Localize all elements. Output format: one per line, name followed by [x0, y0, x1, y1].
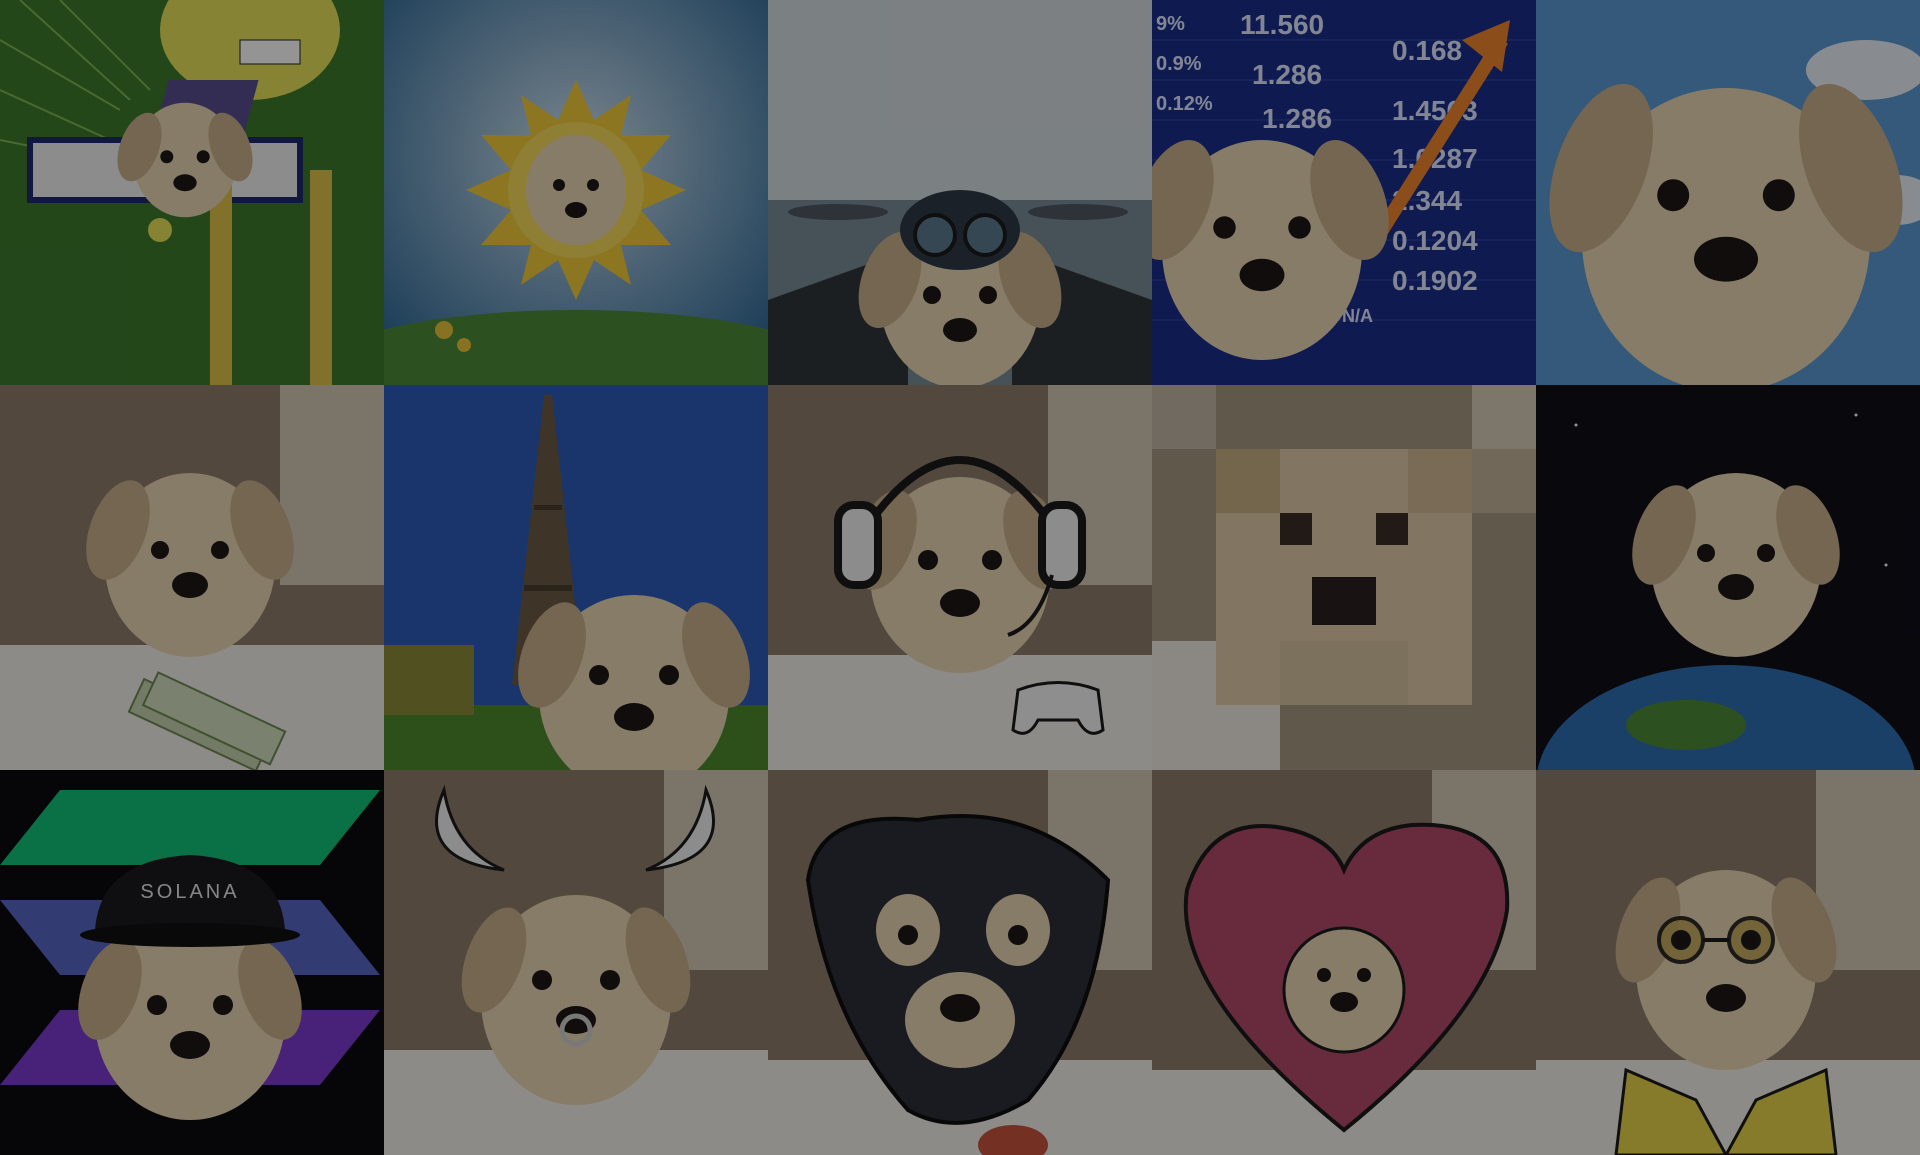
ticker-value: 0.9%	[1156, 53, 1202, 75]
money-icon	[127, 671, 287, 770]
puppy-face	[834, 456, 1105, 735]
shirt-icon	[1614, 1067, 1838, 1155]
cap-logo-text: SOLANA	[140, 881, 239, 903]
puppy-face	[117, 102, 253, 218]
tile-heart	[1152, 770, 1536, 1155]
glasses-icon	[1657, 916, 1775, 964]
tile-solana-cap: SOLANA	[0, 770, 384, 1155]
ticker-value: 0.12%	[1156, 93, 1213, 115]
puppy-face	[78, 920, 302, 1120]
helmet-icon	[900, 190, 1020, 270]
nose-ring-icon	[559, 1013, 593, 1047]
tile-money	[0, 385, 384, 770]
puppy-face	[435, 784, 715, 1105]
puppy-face	[858, 190, 1062, 385]
ticker-value: 11.560	[1240, 9, 1324, 40]
puppy-face	[86, 473, 294, 770]
tile-eiffel-tower	[384, 385, 768, 770]
gamepad-icon	[1011, 681, 1105, 735]
tile-glasses	[1536, 770, 1920, 1155]
tile-earth	[1536, 385, 1920, 770]
tile-stock-ticker: 11.560 1.286 1.286 0.168 1.4563 1.0287 2…	[1152, 0, 1536, 385]
globe-icon	[1537, 665, 1915, 770]
puppy-face	[1549, 83, 1903, 385]
ticker-value: N/A	[1342, 306, 1373, 326]
arrow-up-icon	[1376, 20, 1510, 234]
tile-horns	[384, 770, 768, 1155]
horns-icon	[435, 784, 715, 872]
ticker-value: 0.1204	[1392, 225, 1478, 256]
ticker-value: 0.168	[1392, 35, 1462, 66]
puppy-face	[1632, 473, 1840, 657]
tile-sky	[1536, 0, 1920, 385]
puppy-face	[1614, 870, 1838, 1155]
cap-icon: SOLANA	[80, 855, 300, 947]
headset-icon	[834, 456, 1086, 637]
sun-icon	[466, 80, 686, 300]
puppy-face	[518, 595, 750, 770]
ski-mask-icon	[805, 814, 1111, 1155]
puppy-face	[1152, 140, 1389, 360]
tile-ski-mask	[768, 770, 1152, 1155]
ticker-value: 1.286	[1262, 103, 1332, 134]
tile-spongebob-box	[0, 0, 384, 385]
tile-sun	[384, 0, 768, 385]
tile-gamer-headset	[768, 385, 1152, 770]
ticker-value: 0.1902	[1392, 265, 1478, 296]
ticker-value: 9%	[1156, 13, 1185, 35]
tile-pilot	[768, 0, 1152, 385]
heart-icon	[1183, 822, 1510, 1133]
ticker-value: 1.286	[1252, 59, 1322, 90]
tile-pixelated	[1152, 385, 1536, 770]
